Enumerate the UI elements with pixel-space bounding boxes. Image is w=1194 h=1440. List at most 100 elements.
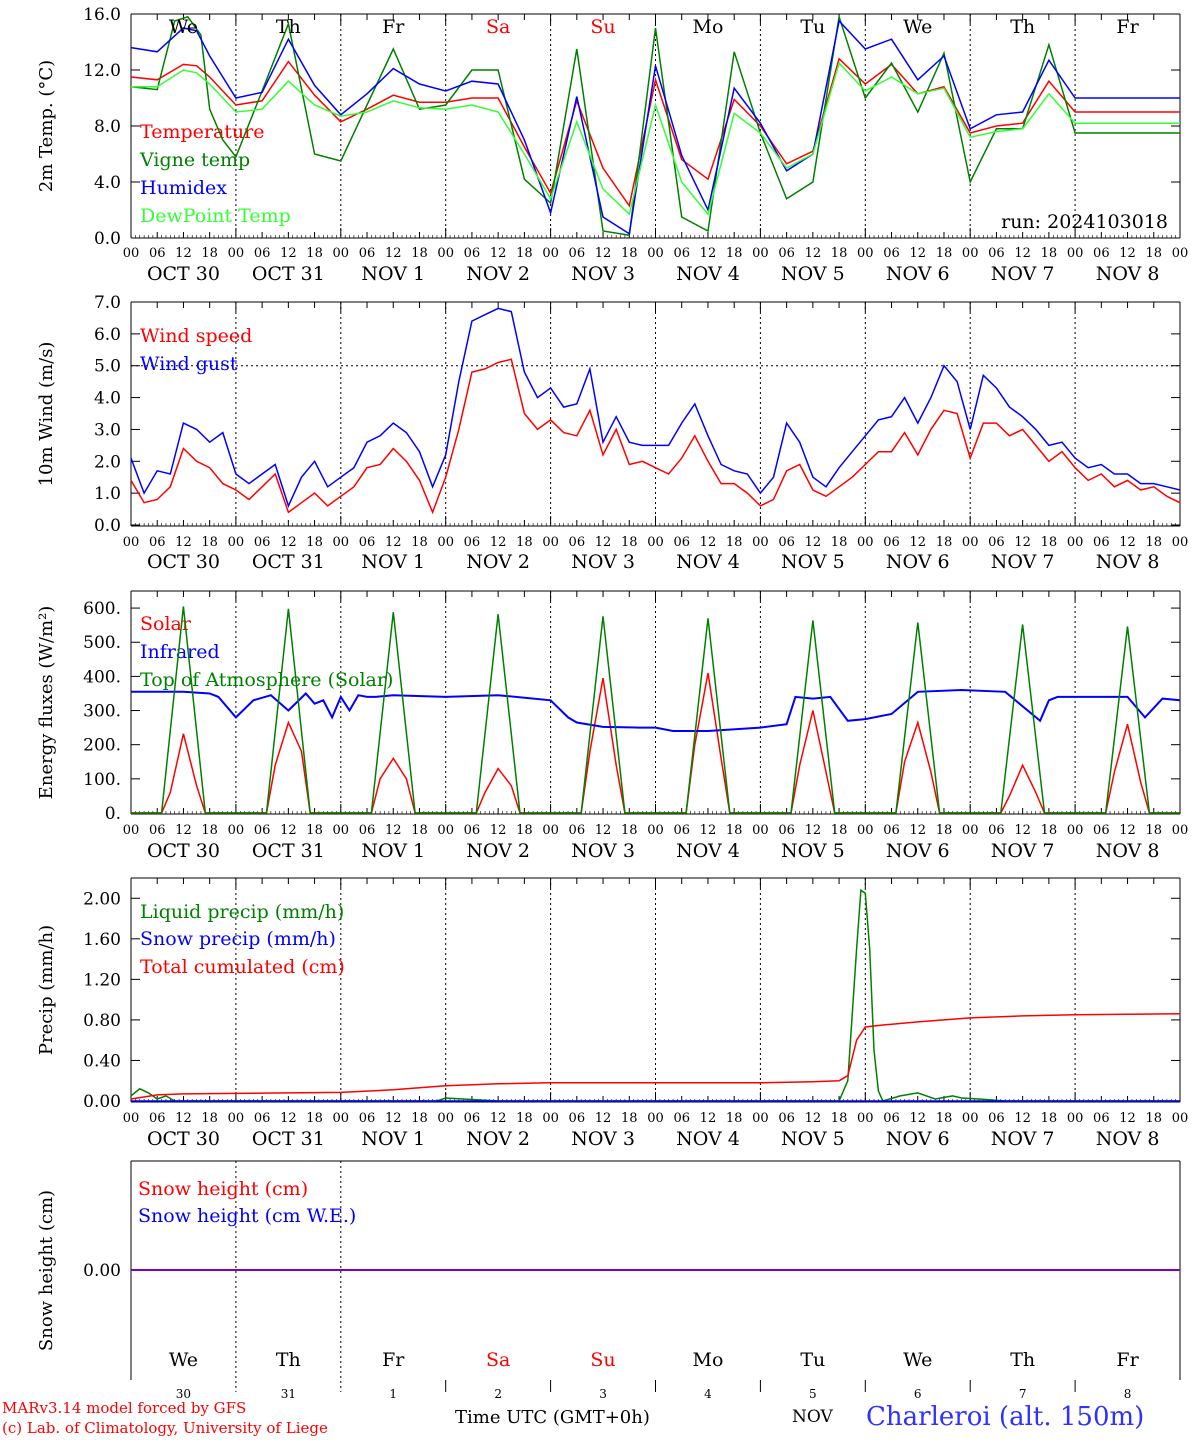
date-label: OCT 30 [147, 551, 220, 573]
day-abbr-bottom: Fr [382, 1349, 405, 1371]
hour-tick-label: 18 [1146, 535, 1163, 550]
series-line [131, 61, 1180, 216]
hour-tick-label: 18 [936, 1111, 953, 1126]
series-line [131, 688, 1181, 732]
date-label: NOV 6 [886, 1128, 950, 1150]
hour-tick-label: 12 [1119, 1111, 1136, 1126]
y-axis-label: Energy fluxes (W/m²) [36, 606, 57, 800]
hour-tick-label: 06 [988, 1111, 1005, 1126]
hour-tick-label: 12 [700, 535, 717, 550]
panel-1: 00 06 12 18 00 06 12 18 00 06 12 18 00 06 12 18 00 06 12 18… [36, 5, 1188, 285]
hour-tick-label: 18 [726, 246, 743, 261]
hour-tick-label: 18 [411, 246, 428, 261]
day-number: 4 [704, 1387, 712, 1401]
y-tick-label: 0.40 [83, 1051, 121, 1071]
hour-tick-label: 06 [569, 1111, 586, 1126]
date-label: NOV 2 [466, 263, 530, 285]
day-number: 8 [1124, 1387, 1132, 1401]
hour-tick-label: 06 [673, 1111, 690, 1126]
date-label: NOV 8 [1096, 1128, 1160, 1150]
hour-tick-label: 06 [988, 246, 1005, 261]
hour-tick-label: 00 [1172, 1111, 1189, 1126]
hour-tick-label: 06 [1093, 246, 1110, 261]
date-label: OCT 30 [147, 840, 220, 862]
hour-tick-label: 00 [333, 246, 350, 261]
hour-tick-label: 00 [228, 535, 245, 550]
hour-tick-label: 06 [1093, 1111, 1110, 1126]
day-abbr-bottom: Th [276, 1349, 301, 1371]
hour-tick-label: 06 [359, 246, 376, 261]
hour-tick-label: 12 [700, 823, 717, 838]
hour-tick-label: 00 [752, 1111, 769, 1126]
series-line [130, 358, 1181, 515]
hour-tick-label: 00 [962, 823, 979, 838]
date-label: NOV 4 [676, 840, 740, 862]
hour-tick-label: 00 [647, 535, 664, 550]
hour-tick-label: 06 [569, 535, 586, 550]
hour-tick-label: 12 [700, 1111, 717, 1126]
hour-tick-label: 00 [1067, 1111, 1084, 1126]
legend-entry: Humidex [140, 177, 227, 199]
hour-tick-label: 12 [595, 246, 612, 261]
y-tick-label: 8.0 [94, 117, 121, 137]
hour-tick-label: 00 [228, 246, 245, 261]
hour-tick-label: 00 [542, 246, 559, 261]
legend-entry: Total cumulated (cm) [140, 956, 345, 978]
hour-tick-label: 12 [595, 823, 612, 838]
hour-tick-label: 06 [673, 535, 690, 550]
hour-tick-label: 06 [1093, 535, 1110, 550]
y-axis-label: 10m Wind (m/s) [36, 342, 57, 487]
hour-tick-label: 18 [516, 1111, 533, 1126]
hour-tick-label: 12 [280, 1111, 297, 1126]
y-tick-label: 500. [83, 633, 121, 653]
hour-tick-label: 00 [333, 1111, 350, 1126]
date-label: NOV 4 [676, 551, 740, 573]
hour-tick-label: 06 [673, 246, 690, 261]
hour-tick-label: 00 [857, 1111, 874, 1126]
hour-tick-label: 18 [621, 823, 638, 838]
date-label: NOV 1 [361, 263, 425, 285]
hour-tick-label: 18 [306, 1111, 323, 1126]
hour-tick-label: 06 [673, 823, 690, 838]
date-label: NOV 7 [991, 551, 1055, 573]
hour-tick-label: 00 [647, 823, 664, 838]
y-axis-label: 2m Temp. (°C) [36, 60, 57, 192]
hour-tick-label: 12 [805, 246, 822, 261]
hour-tick-label: 06 [778, 535, 795, 550]
legend-entry: Snow precip (mm/h) [140, 928, 336, 950]
hour-tick-label: 06 [883, 535, 900, 550]
hour-tick-label: 00 [228, 1111, 245, 1126]
hour-tick-label: 12 [490, 1111, 507, 1126]
hour-tick-label: 00 [962, 1111, 979, 1126]
hour-tick-label: 12 [385, 246, 402, 261]
legend-entry: Solar [140, 613, 192, 635]
hour-tick-label: 12 [490, 246, 507, 261]
hour-tick-label: 18 [726, 823, 743, 838]
day-abbr-bottom: Th [1010, 1349, 1035, 1371]
hour-tick-label: 00 [1067, 535, 1084, 550]
day-number: 5 [809, 1387, 817, 1401]
hour-tick-label: 00 [228, 823, 245, 838]
day-abbr-top: Fr [382, 16, 405, 38]
hour-tick-label: 12 [175, 1111, 192, 1126]
y-tick-label: 3.0 [94, 420, 121, 440]
y-tick-label: 4.0 [94, 389, 121, 409]
date-label: OCT 31 [252, 840, 325, 862]
legend-entry: Liquid precip (mm/h) [140, 901, 344, 923]
hour-tick-label: 00 [333, 823, 350, 838]
hour-tick-label: 00 [857, 246, 874, 261]
hour-tick-label: 00 [962, 535, 979, 550]
hour-tick-label: 18 [1041, 246, 1058, 261]
hour-tick-label: 18 [201, 246, 218, 261]
hour-tick-label: 12 [805, 535, 822, 550]
date-label: NOV 4 [676, 1128, 740, 1150]
date-label: NOV 2 [466, 551, 530, 573]
legend-entry: Temperature [140, 121, 264, 143]
date-label: OCT 31 [252, 1128, 325, 1150]
date-label: NOV 7 [991, 1128, 1055, 1150]
hour-tick-label: 12 [595, 1111, 612, 1126]
legend-entry: Infrared [140, 641, 220, 663]
legend-entry: Snow height (cm) [138, 1178, 308, 1200]
y-tick-label: 0.80 [83, 1011, 121, 1031]
hour-tick-label: 18 [621, 535, 638, 550]
